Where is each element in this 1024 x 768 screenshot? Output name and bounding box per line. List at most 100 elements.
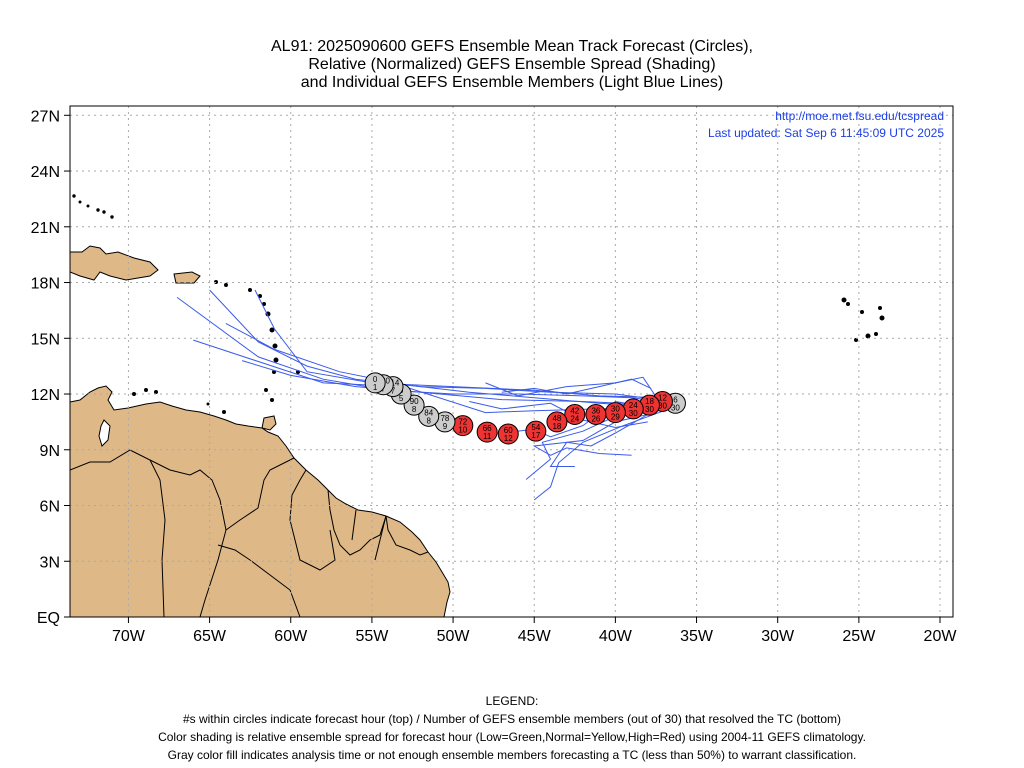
lon-tick-label: 55W [355, 628, 389, 645]
forecast-hour-label: 42 [570, 406, 579, 415]
lon-tick-label: 25W [842, 628, 876, 645]
mean-track-circle: 848 [418, 405, 440, 427]
longitude-labels: 70W 65W 60W 55W 50W 45W 40W 35W 30W 25W 20W [112, 628, 957, 645]
forecast-hour-label: 30 [611, 405, 620, 414]
plot-frame [69, 105, 954, 618]
track-circle-fill [418, 405, 440, 427]
track-circle-fill [546, 411, 568, 433]
land-layer [70, 194, 885, 617]
lon-tick-label: 35W [680, 628, 714, 645]
lat-tick-label: 21N [31, 220, 60, 237]
member-track-line [485, 376, 660, 402]
legend-title: LEGEND: [485, 694, 539, 708]
member-count-label: 1 [373, 383, 378, 392]
lat-tick-label: 27N [31, 108, 60, 125]
lat-tick-label: 3N [40, 554, 60, 571]
member-track-line [501, 378, 652, 395]
member-count-label: 8 [426, 416, 431, 425]
track-circle-fill [476, 421, 498, 443]
forecast-hour-label: 36 [591, 406, 600, 415]
member-count-label: 11 [483, 432, 492, 441]
forecast-hour-label: 54 [531, 423, 540, 432]
lat-tick-label: 9N [40, 443, 60, 460]
title-line-1: AL91: 2025090600 GEFS Ensemble Mean Trac… [271, 38, 753, 55]
lat-tick-label: 24N [31, 164, 60, 181]
lat-tick-label: 12N [31, 387, 60, 404]
member-count-label: 24 [570, 414, 579, 423]
member-count-label: 26 [591, 414, 600, 423]
member-count-label: 7 [381, 385, 386, 394]
credit-url: http://moe.met.fsu.edu/tcspread [775, 109, 944, 123]
member-track-line [254, 289, 665, 399]
forecast-hour-label: 84 [424, 408, 433, 417]
lon-tick-label: 30W [761, 628, 795, 645]
legend-line-3: Gray color fill indicates analysis time … [167, 748, 857, 762]
member-count-label: 30 [671, 403, 680, 412]
forecast-hour-label: 90 [410, 397, 419, 406]
land-hispaniola [70, 245, 159, 281]
track-circle-fill [585, 403, 607, 425]
member-count-label: 30 [658, 401, 667, 410]
lon-tick-label: 65W [193, 628, 227, 645]
member-count-label: 30 [645, 405, 654, 414]
legend-line-1: #s within circles indicate forecast hour… [182, 712, 842, 726]
land-trinidad [261, 415, 277, 431]
member-count-label: 18 [552, 422, 561, 431]
member-track-line [533, 410, 665, 501]
member-track-line [176, 296, 673, 404]
member-tracks [176, 289, 673, 501]
member-track-line [532, 412, 657, 456]
member-count-label: 9 [443, 422, 448, 431]
forecast-hour-label: 60 [504, 426, 513, 435]
member-count-label: 30 [629, 409, 638, 418]
lon-tick-label: 40W [599, 628, 633, 645]
lon-tick-label: 45W [518, 628, 552, 645]
track-circle-fill [525, 420, 547, 442]
forecast-hour-label: 72 [458, 418, 467, 427]
small-islands [72, 194, 885, 414]
member-count-label: 5 [399, 394, 404, 403]
forecast-hour-label: 12 [658, 393, 667, 402]
forecast-hour-label: 6 [673, 395, 678, 404]
forecast-hour-label: 66 [483, 424, 492, 433]
lon-tick-label: 50W [437, 628, 471, 645]
land-south-america [70, 385, 451, 617]
forecast-hour-label: 0 [373, 375, 378, 384]
forecast-hour-label: 48 [552, 414, 561, 423]
lon-tick-label: 20W [924, 628, 958, 645]
forecast-hour-label: 18 [645, 397, 654, 406]
member-track-line [549, 414, 649, 467]
lat-tick-label: 18N [31, 276, 60, 293]
member-track-line [209, 289, 673, 402]
land-puerto-rico [173, 271, 201, 284]
legend-line-2: Color shading is relative ensemble sprea… [158, 730, 866, 744]
lat-tick-label: 15N [31, 331, 60, 348]
title-line-3: and Individual GEFS Ensemble Members (Li… [300, 74, 724, 91]
member-count-label: 17 [531, 431, 540, 440]
member-count-label: 12 [504, 434, 513, 443]
lake-maracaibo [98, 419, 111, 447]
lon-tick-label: 70W [112, 628, 146, 645]
lat-tick-label: 6N [40, 499, 60, 516]
member-count-label: 10 [458, 426, 467, 435]
forecast-hour-label: 78 [440, 414, 449, 423]
credit-updated: Last updated: Sat Sep 6 11:45:09 UTC 202… [708, 126, 944, 140]
member-count-label: 7 [391, 387, 396, 396]
legend: LEGEND: #s within circles indicate forec… [0, 692, 1024, 764]
track-circle-fill [364, 372, 386, 394]
country-borders [70, 449, 429, 617]
lon-tick-label: 60W [274, 628, 308, 645]
mean-track: 6301230183024303029362642244818541760126… [364, 372, 686, 445]
member-count-label: 8 [412, 405, 417, 414]
mean-track-circle: 01 [364, 372, 386, 394]
forecast-hour-label: 24 [629, 401, 638, 410]
grid-lines [64, 106, 953, 623]
latitude-labels: 27N 24N 21N 18N 15N 12N 9N 6N 3N EQ [31, 108, 60, 627]
